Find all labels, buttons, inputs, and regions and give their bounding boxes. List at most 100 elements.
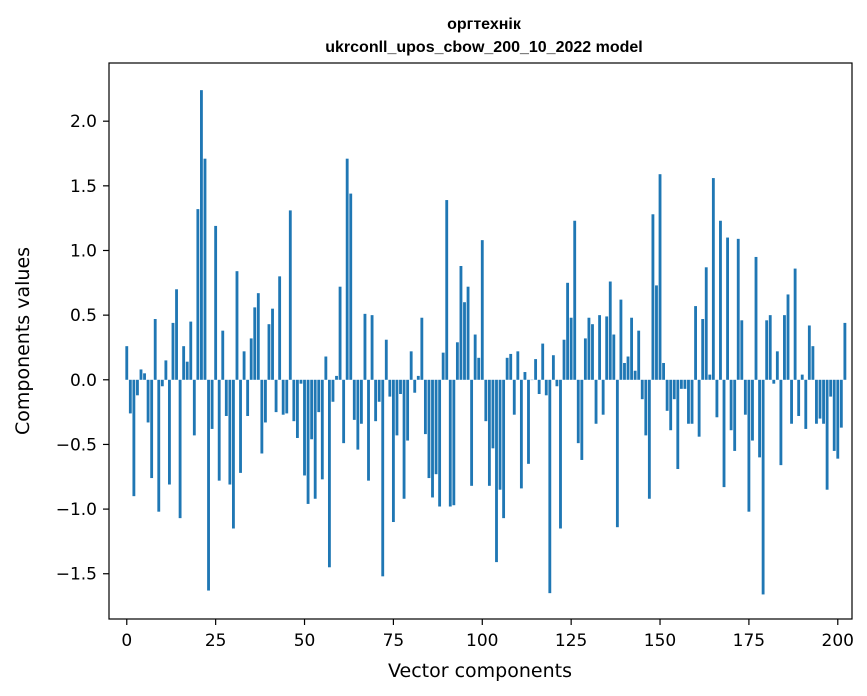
bar-24 <box>210 379 214 429</box>
bar-198 <box>829 379 833 397</box>
bar-121 <box>555 379 559 387</box>
bar-32 <box>239 379 242 473</box>
bar-168 <box>722 379 726 488</box>
bar-184 <box>779 379 783 466</box>
bar-56 <box>324 356 328 380</box>
bar-101 <box>484 379 488 422</box>
bar-13 <box>171 322 175 380</box>
bar-172 <box>736 238 740 380</box>
bar-40 <box>267 324 271 380</box>
bar-60 <box>338 286 342 380</box>
x-axis-label: Vector components <box>388 660 572 682</box>
bar-68 <box>367 379 370 481</box>
bar-45 <box>285 379 289 414</box>
bar-156 <box>679 379 683 389</box>
bar-65 <box>356 379 360 450</box>
y-tick-label: −0.5 <box>56 435 97 455</box>
bar-6 <box>146 379 150 423</box>
bar-199 <box>832 379 836 451</box>
bar-28 <box>224 379 228 416</box>
bar-series <box>125 90 847 595</box>
bar-150 <box>658 174 662 380</box>
bar-147 <box>647 379 651 499</box>
bar-47 <box>292 379 296 422</box>
bar-166 <box>715 379 719 418</box>
bar-143 <box>633 370 637 380</box>
bar-37 <box>256 293 260 380</box>
bar-70 <box>374 379 378 422</box>
y-axis-ticks: −1.5 −1.0 −0.5 0.0 0.5 1.0 1.5 2.0 <box>56 112 109 585</box>
bar-0 <box>125 346 129 380</box>
bar-177 <box>754 256 758 380</box>
bar-90 <box>445 200 449 380</box>
bar-162 <box>701 319 705 380</box>
y-tick-label: 0.0 <box>70 371 97 391</box>
bar-161 <box>697 379 701 437</box>
bar-132 <box>594 379 598 424</box>
x-tick-label: 25 <box>205 631 227 651</box>
bar-1 <box>128 379 132 414</box>
bar-163 <box>704 267 708 380</box>
bar-142 <box>630 317 634 380</box>
bar-125 <box>569 317 573 380</box>
bar-202 <box>843 322 847 380</box>
bar-46 <box>288 210 292 380</box>
bar-145 <box>640 379 644 400</box>
bar-136 <box>608 281 612 380</box>
bar-5 <box>143 373 146 380</box>
bar-117 <box>541 343 545 380</box>
bar-173 <box>740 320 744 380</box>
bar-8 <box>153 319 157 380</box>
bar-108 <box>509 353 513 380</box>
bar-131 <box>591 324 594 380</box>
x-tick-label: 100 <box>466 631 498 651</box>
bar-82 <box>416 375 420 380</box>
bar-22 <box>203 158 207 380</box>
bar-54 <box>317 379 321 413</box>
bar-10 <box>160 379 164 387</box>
bar-148 <box>651 214 655 380</box>
bar-107 <box>505 357 509 380</box>
bar-85 <box>427 379 431 479</box>
bar-129 <box>583 338 587 380</box>
bar-15 <box>178 379 182 519</box>
bar-128 <box>580 379 584 460</box>
y-tick-label: −1.5 <box>56 565 97 585</box>
bar-44 <box>281 379 285 415</box>
bar-124 <box>566 282 570 380</box>
bar-42 <box>274 379 278 413</box>
bar-195 <box>818 379 822 419</box>
bar-135 <box>605 316 609 380</box>
bar-95 <box>463 302 466 380</box>
bar-137 <box>612 334 616 380</box>
bar-81 <box>413 379 417 393</box>
bar-35 <box>249 338 253 380</box>
bar-30 <box>232 379 235 529</box>
bar-74 <box>388 379 392 397</box>
bar-59 <box>335 375 338 380</box>
bar-25 <box>214 225 218 380</box>
bar-193 <box>811 346 815 380</box>
bar-187 <box>790 379 793 424</box>
bar-127 <box>576 379 580 444</box>
bar-52 <box>310 379 314 440</box>
bar-182 <box>772 379 776 384</box>
x-tick-label: 175 <box>733 631 765 651</box>
bar-58 <box>331 379 335 402</box>
bar-134 <box>601 379 605 415</box>
bar-192 <box>807 325 811 380</box>
y-tick-label: 0.5 <box>70 306 97 326</box>
bar-14 <box>175 289 178 380</box>
bar-201 <box>839 379 843 428</box>
bar-26 <box>217 379 221 481</box>
bar-159 <box>690 379 694 424</box>
bar-93 <box>455 342 459 380</box>
bar-167 <box>719 220 722 380</box>
bar-11 <box>164 360 168 380</box>
bar-119 <box>548 379 552 594</box>
bar-200 <box>836 379 840 459</box>
bar-112 <box>523 372 527 380</box>
bar-153 <box>669 379 673 431</box>
bar-76 <box>395 379 399 436</box>
